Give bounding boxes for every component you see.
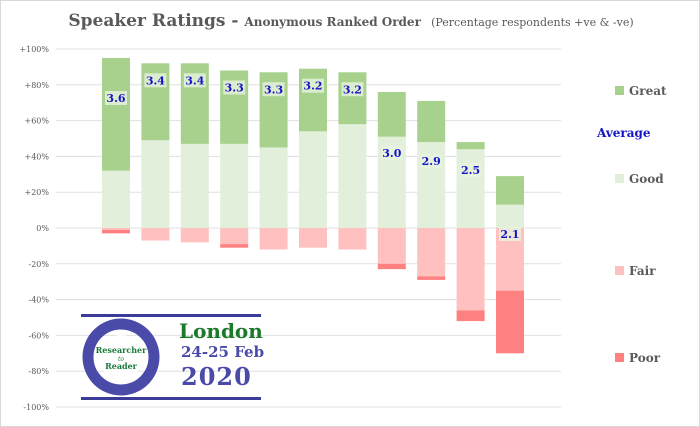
average-label: 3.2 — [303, 80, 322, 93]
logo-dates: 24-25 Feb — [181, 343, 265, 361]
data-label-bg — [262, 82, 285, 97]
legend-average: Average — [597, 126, 651, 140]
bar-poor — [102, 229, 130, 234]
average-label: 2.5 — [461, 164, 480, 177]
y-tick-label: -20% — [29, 260, 50, 269]
bar-poor — [417, 276, 446, 280]
average-label: 3.3 — [264, 83, 283, 96]
conference-logo: Researcher to Reader London 24-25 Feb 20… — [81, 314, 265, 400]
data-label-bg — [420, 154, 443, 168]
bar-great — [102, 57, 130, 171]
bar-great — [496, 176, 524, 205]
bar-great — [456, 142, 485, 150]
subtitle: Anonymous Ranked Order — [244, 15, 421, 29]
bar-good — [496, 204, 524, 228]
bar-good — [141, 140, 170, 228]
logo-year: 2020 — [181, 362, 252, 391]
y-tick-label: -60% — [29, 331, 50, 340]
bar-good — [259, 147, 288, 228]
bar-great — [299, 68, 327, 132]
bar-good — [180, 143, 209, 228]
data-label-bg — [341, 82, 364, 97]
y-tick-label: -100% — [23, 403, 49, 412]
data-label-bg — [302, 78, 324, 93]
bar-great — [377, 91, 406, 137]
data-label-bg — [380, 146, 403, 160]
logo-city: London — [179, 319, 263, 343]
data-label-bg — [223, 80, 246, 95]
average-label: 3.0 — [382, 147, 401, 160]
bar-great — [417, 100, 446, 143]
bar-fair — [456, 228, 485, 311]
y-tick-label: +60% — [25, 117, 50, 126]
bar-fair — [338, 228, 367, 250]
average-label: 2.9 — [422, 155, 441, 168]
average-label: 3.6 — [106, 92, 125, 105]
average-label: 3.4 — [146, 74, 165, 87]
y-tick-label: +20% — [25, 188, 50, 197]
bar-fair — [299, 228, 327, 248]
ring-logo-icon: Researcher to Reader — [82, 318, 160, 396]
average-label: 3.4 — [185, 74, 204, 87]
data-label-bg — [105, 91, 127, 105]
y-tick-label: +100% — [19, 45, 49, 54]
average-label: 3.2 — [343, 83, 362, 96]
bar-great — [338, 72, 367, 125]
data-label-bg — [183, 73, 206, 88]
bar-fair — [220, 228, 249, 245]
bar-fair — [417, 228, 446, 277]
y-tick-label: 0% — [36, 224, 49, 233]
bar-good — [299, 131, 327, 228]
legend-good: Good — [615, 172, 664, 186]
bar-poor — [220, 244, 249, 248]
bar-fair — [102, 228, 130, 230]
data-label-bg — [459, 163, 482, 177]
bar-poor — [377, 263, 406, 270]
svg-text:Reader: Reader — [105, 361, 138, 371]
bar-fair — [377, 228, 406, 264]
bar-good — [338, 124, 367, 228]
legend-great: Great — [615, 84, 667, 98]
bar-fair — [259, 228, 288, 250]
bar-poor — [456, 310, 485, 322]
data-label-bg — [499, 227, 521, 241]
legend-fair: Fair — [615, 264, 656, 278]
subtitle-note: (Percentage respondents +ve & -ve) — [431, 16, 634, 29]
title: Speaker Ratings — [68, 11, 226, 31]
bar-fair — [180, 228, 209, 243]
bar-good — [102, 170, 130, 228]
y-tick-label: +80% — [25, 81, 50, 90]
bar-good — [220, 143, 249, 228]
svg-text:to: to — [118, 356, 124, 363]
data-label-bg — [144, 73, 167, 88]
y-tick-label: -80% — [29, 367, 50, 376]
y-tick-label: -40% — [29, 296, 50, 305]
bar-fair — [141, 228, 170, 241]
bar-poor — [496, 290, 524, 354]
chart-title: Speaker Ratings - Anonymous Ranked Order… — [68, 11, 634, 31]
average-label: 2.1 — [500, 228, 519, 241]
svg-text:Researcher: Researcher — [96, 345, 148, 355]
y-tick-label: +40% — [25, 152, 50, 161]
bar-good — [456, 149, 485, 228]
average-label: 3.3 — [225, 81, 244, 94]
legend-poor: Poor — [615, 351, 660, 365]
